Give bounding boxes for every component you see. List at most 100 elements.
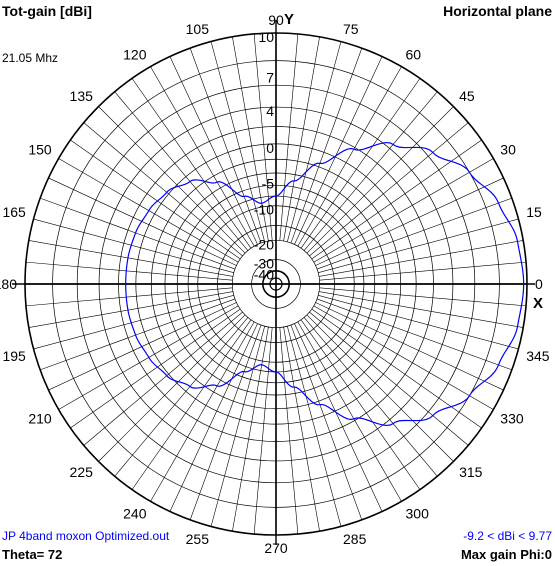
grid-spoke-340 bbox=[316, 298, 512, 371]
angle-labels: 0 15 30 45 60 75 90 105 120 135 150 165 180 195 210 225… bbox=[0, 12, 550, 556]
gain-range-label: -9.2 < dBi < 9.77 bbox=[463, 529, 552, 543]
grid-spoke-85 bbox=[279, 33, 299, 241]
center-target-0 bbox=[262, 270, 290, 298]
grid-spoke-350 bbox=[318, 291, 524, 328]
angle-label-165: 165 bbox=[2, 204, 26, 220]
radial-label-0: 0 bbox=[266, 140, 274, 156]
angle-label-45: 45 bbox=[459, 88, 475, 104]
radial-labels: 10 7 4 0 -5 -10 -20 -30-40 bbox=[254, 29, 274, 282]
grid-spoke-120 bbox=[150, 66, 255, 247]
grid-spoke-345 bbox=[318, 295, 519, 350]
grid-spoke-230 bbox=[114, 317, 249, 477]
grid-spoke-285 bbox=[287, 326, 342, 527]
angle-label-285: 285 bbox=[343, 531, 367, 547]
grid-spoke-290 bbox=[290, 324, 363, 520]
x-axis-label: X bbox=[533, 295, 543, 312]
max-gain-label: Max gain Phi:0 bbox=[461, 547, 552, 562]
radial-label--5: -5 bbox=[262, 175, 275, 191]
grid-spoke-310 bbox=[303, 317, 438, 477]
radial-label--30: -30 bbox=[254, 256, 274, 272]
radial-label--40: -40 bbox=[254, 266, 274, 282]
grid-spoke-140 bbox=[83, 122, 243, 257]
grid-spoke-125 bbox=[131, 78, 252, 249]
grid-spoke-100 bbox=[232, 36, 269, 242]
angle-label-330: 330 bbox=[500, 411, 524, 427]
radial-label--20: -20 bbox=[254, 236, 274, 252]
grid-spoke-70 bbox=[290, 48, 363, 244]
frequency-label: 21.05 Mhz bbox=[2, 51, 58, 65]
grid-spoke-220 bbox=[83, 311, 243, 446]
angle-label-150: 150 bbox=[28, 142, 52, 158]
grid-spoke-275 bbox=[279, 327, 299, 535]
angle-label-90: 90 bbox=[268, 12, 284, 28]
polar-grid bbox=[12, 20, 535, 545]
grid-spoke-335 bbox=[315, 302, 504, 391]
grid-spoke-55 bbox=[300, 78, 421, 249]
gain-pattern-series bbox=[125, 141, 525, 427]
angle-label-0: 0 bbox=[535, 276, 543, 292]
grid-spoke-245 bbox=[169, 323, 258, 512]
grid-spoke-155 bbox=[48, 177, 237, 266]
grid-spoke-25 bbox=[315, 177, 504, 266]
grid-spoke-50 bbox=[303, 91, 438, 251]
grid-spoke-145 bbox=[70, 139, 241, 260]
chart-title: Tot-gain [dBi] bbox=[2, 3, 92, 19]
grid-spoke-205 bbox=[48, 302, 237, 391]
grid-spoke-305 bbox=[300, 319, 421, 490]
grid-spoke-35 bbox=[311, 139, 482, 260]
grid-spoke-280 bbox=[283, 326, 320, 532]
angle-label-180: 180 bbox=[0, 276, 17, 292]
grid-spoke-105 bbox=[210, 41, 265, 242]
grid-spoke-170 bbox=[28, 240, 234, 277]
grid-spoke-60 bbox=[297, 66, 402, 247]
angle-label-30: 30 bbox=[500, 142, 516, 158]
grid-spoke-320 bbox=[309, 311, 469, 446]
angle-label-300: 300 bbox=[406, 505, 430, 521]
grid-spoke-65 bbox=[294, 56, 383, 245]
grid-spoke-225 bbox=[98, 314, 246, 462]
grid-spoke-95 bbox=[253, 33, 273, 241]
angle-label-105: 105 bbox=[186, 21, 210, 37]
angle-label-225: 225 bbox=[70, 464, 94, 480]
grid-spoke-315 bbox=[306, 314, 454, 462]
grid-spoke-115 bbox=[169, 56, 258, 245]
angle-label-15: 15 bbox=[526, 204, 542, 220]
filename-label: JP 4band moxon Optimized.out bbox=[2, 529, 170, 543]
grid-spoke-130 bbox=[114, 91, 249, 251]
grid-spoke-295 bbox=[294, 323, 383, 512]
radial-label-10: 10 bbox=[258, 29, 274, 45]
grid-spoke-255 bbox=[210, 326, 265, 527]
radial-label-7: 7 bbox=[266, 69, 274, 85]
grid-spoke-195 bbox=[33, 295, 234, 350]
grid-spoke-250 bbox=[189, 324, 262, 520]
grid-spoke-300 bbox=[297, 321, 402, 502]
grid-spoke-185 bbox=[25, 287, 233, 307]
grid-spoke-110 bbox=[189, 48, 262, 244]
grid-spoke-165 bbox=[33, 218, 234, 273]
angle-label-120: 120 bbox=[123, 47, 147, 63]
grid-spoke-30 bbox=[313, 158, 494, 263]
grid-spoke-355 bbox=[319, 287, 527, 307]
grid-spoke-240 bbox=[150, 321, 255, 502]
y-axis-label: Y bbox=[284, 11, 294, 28]
grid-spoke-325 bbox=[311, 308, 482, 429]
grid-spoke-200 bbox=[40, 298, 236, 371]
grid-spoke-45 bbox=[306, 106, 454, 254]
grid-spoke-80 bbox=[283, 36, 320, 242]
angle-label-240: 240 bbox=[123, 505, 147, 521]
angle-label-345: 345 bbox=[526, 348, 550, 364]
grid-spoke-135 bbox=[98, 106, 246, 254]
grid-spoke-235 bbox=[131, 319, 252, 490]
grid-spoke-160 bbox=[40, 197, 236, 270]
angle-label-210: 210 bbox=[28, 411, 52, 427]
grid-spoke-75 bbox=[287, 41, 342, 242]
grid-spoke-190 bbox=[28, 291, 234, 328]
angle-label-270: 270 bbox=[264, 540, 288, 556]
angle-label-135: 135 bbox=[70, 88, 94, 104]
grid-spoke-265 bbox=[253, 327, 273, 535]
center-target-1 bbox=[269, 277, 283, 291]
grid-spoke-215 bbox=[70, 308, 241, 429]
angle-label-255: 255 bbox=[186, 531, 210, 547]
